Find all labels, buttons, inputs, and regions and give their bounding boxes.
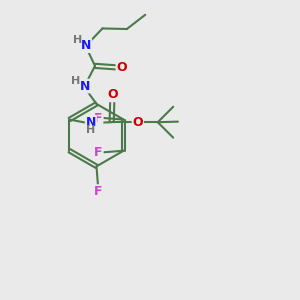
Text: H: H	[71, 76, 81, 86]
Text: F: F	[94, 146, 103, 159]
Text: F: F	[94, 185, 102, 198]
Text: O: O	[116, 61, 127, 74]
Text: F: F	[94, 112, 103, 124]
Text: N: N	[81, 39, 91, 52]
Text: O: O	[107, 88, 118, 101]
Text: N: N	[80, 80, 90, 93]
Text: N: N	[86, 116, 96, 129]
Text: H: H	[86, 124, 95, 135]
Text: O: O	[133, 116, 143, 129]
Text: H: H	[74, 35, 83, 45]
